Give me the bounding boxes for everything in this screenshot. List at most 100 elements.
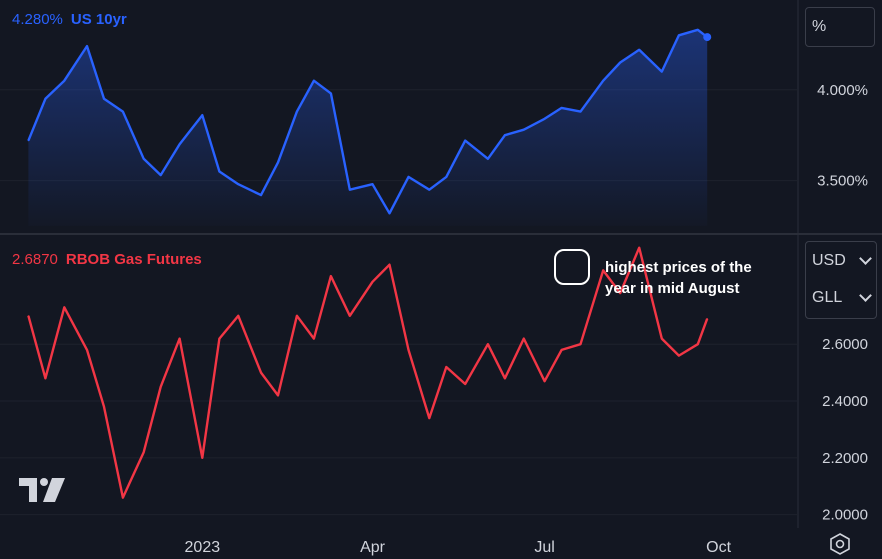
data-point (143, 451, 145, 453)
data-point (160, 174, 162, 176)
data-point (371, 281, 374, 283)
data-point (638, 49, 640, 51)
data-point (504, 134, 506, 136)
unit-select[interactable]: GLL (806, 279, 876, 316)
data-point (602, 269, 604, 271)
chevron-down-icon (859, 288, 872, 302)
data-point (619, 292, 621, 294)
data-point (697, 343, 699, 345)
data-point (388, 264, 391, 266)
data-point (122, 497, 124, 499)
x-tick-label: 2023 (185, 539, 221, 556)
data-point (349, 315, 351, 317)
data-point (561, 349, 563, 351)
data-point (487, 158, 489, 160)
data-point (218, 337, 220, 340)
data-point (313, 337, 315, 340)
y-tick-label: 2.0000 (822, 507, 868, 524)
percent-unit-button[interactable]: % (805, 7, 875, 47)
x-tick-label: Oct (706, 539, 731, 556)
data-point (103, 406, 105, 408)
data-point (428, 189, 430, 191)
data-point (544, 380, 546, 382)
data-point (27, 140, 29, 142)
data-point (706, 318, 708, 320)
data-point (544, 118, 546, 120)
data-point (160, 386, 162, 388)
data-point (697, 29, 699, 31)
rbob-legend-name: RBOB Gas Futures (65, 251, 202, 268)
data-point (44, 377, 46, 379)
data-point (579, 343, 582, 345)
data-point (63, 80, 65, 82)
data-point (487, 343, 489, 345)
data-point (86, 45, 88, 47)
annotation-line-1: highest prices of the (605, 259, 752, 276)
data-point (277, 161, 279, 164)
data-point (523, 337, 525, 340)
unit-label: GLL (812, 288, 843, 306)
data-point (407, 349, 410, 351)
data-point (103, 98, 105, 100)
us10yr-pane[interactable] (0, 28, 798, 226)
data-point (464, 140, 466, 142)
data-point (407, 176, 410, 178)
data-point (371, 183, 374, 185)
rbob-legend-value: 2.6870 (12, 251, 58, 268)
x-tick-label: Apr (360, 539, 386, 556)
price-axis-top[interactable]: 4.000% 3.500% (817, 82, 868, 190)
data-point (445, 176, 447, 178)
chevron-down-icon (859, 251, 872, 265)
y-tick-label: 2.2000 (822, 450, 868, 467)
data-point (445, 366, 447, 368)
data-point (237, 183, 239, 185)
data-point (388, 212, 391, 214)
x-tick-label: Jul (534, 539, 554, 556)
series-area-fill (28, 29, 708, 226)
data-point (561, 107, 563, 109)
data-point (464, 383, 466, 385)
data-point (143, 158, 145, 160)
annotation-line-2: year in mid August (605, 280, 740, 297)
data-point (179, 337, 181, 340)
data-point (579, 110, 582, 113)
y-tick-label: 2.6000 (822, 336, 868, 353)
time-axis[interactable]: 2023 Apr Jul Oct (185, 539, 732, 556)
last-value-dot (703, 33, 712, 42)
data-point (179, 143, 181, 145)
currency-unit-selector[interactable]: USD GLL (805, 241, 877, 319)
currency-label: USD (812, 251, 846, 269)
price-axis-bottom[interactable]: 2.6000 2.4000 2.2000 2.0000 (822, 336, 868, 523)
data-point (277, 394, 279, 396)
settings-hexagon-icon[interactable] (829, 533, 851, 555)
tradingview-logo-icon[interactable] (19, 478, 67, 502)
rbob-legend[interactable]: 2.6870 RBOB Gas Futures (12, 251, 202, 268)
us10yr-legend-value: 4.280% (12, 11, 63, 28)
data-point (201, 457, 203, 459)
data-point (678, 34, 680, 36)
data-point (44, 98, 46, 100)
data-point (313, 80, 315, 82)
data-point (349, 189, 351, 191)
data-point (296, 110, 298, 113)
data-point (661, 337, 663, 340)
data-point (661, 70, 663, 73)
us10yr-legend[interactable]: 4.280% US 10yr (12, 11, 127, 28)
data-point (237, 315, 239, 317)
data-point (86, 349, 88, 351)
data-point (619, 61, 621, 64)
annotation-highlight-box (554, 249, 590, 285)
data-point (218, 170, 220, 173)
currency-select[interactable]: USD (806, 242, 876, 279)
data-point (428, 417, 430, 419)
data-point (260, 194, 262, 196)
data-point (330, 275, 332, 277)
y-tick-label: 4.000% (817, 82, 868, 99)
rbob-pane[interactable] (0, 246, 798, 516)
us10yr-legend-name: US 10yr (70, 11, 127, 28)
y-tick-label: 2.4000 (822, 393, 868, 410)
data-point (330, 92, 332, 94)
data-point (523, 129, 525, 131)
y-tick-label: 3.500% (817, 173, 868, 190)
